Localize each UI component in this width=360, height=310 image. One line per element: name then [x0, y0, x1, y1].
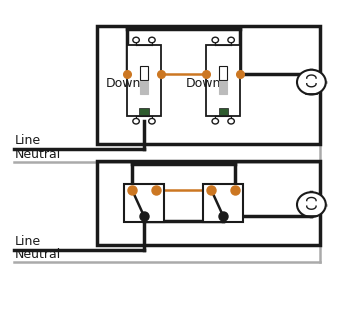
Text: Neutral: Neutral: [14, 248, 60, 261]
Circle shape: [228, 37, 234, 43]
Text: Line: Line: [14, 134, 41, 147]
Bar: [124, 184, 164, 222]
Bar: [219, 81, 227, 94]
Text: Down: Down: [106, 77, 141, 90]
Circle shape: [133, 118, 139, 124]
Bar: [140, 81, 148, 94]
Text: Neutral: Neutral: [14, 148, 60, 161]
Circle shape: [297, 70, 326, 95]
Bar: [127, 45, 161, 116]
Circle shape: [149, 118, 155, 124]
Circle shape: [149, 37, 155, 43]
Circle shape: [212, 118, 219, 124]
Bar: [206, 45, 240, 116]
Bar: [139, 108, 149, 115]
Circle shape: [212, 37, 219, 43]
Bar: [203, 184, 243, 222]
Circle shape: [228, 118, 234, 124]
Circle shape: [297, 192, 326, 217]
Bar: [140, 66, 148, 80]
Bar: [97, 26, 320, 144]
Text: Down: Down: [185, 77, 221, 90]
Bar: [97, 161, 320, 245]
Text: Line: Line: [14, 235, 41, 248]
Bar: [219, 66, 227, 80]
Bar: [219, 108, 228, 115]
Circle shape: [133, 37, 139, 43]
